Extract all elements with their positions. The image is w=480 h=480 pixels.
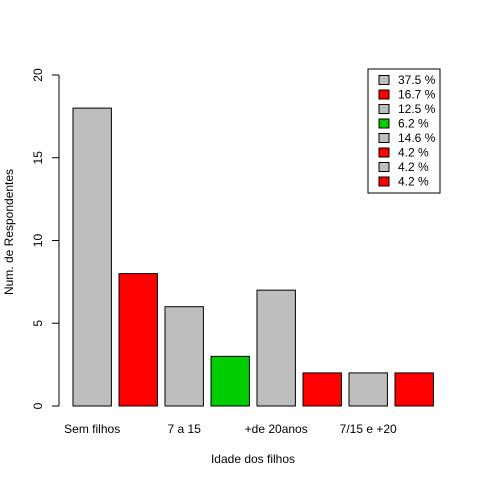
- legend-swatch: [378, 162, 390, 172]
- legend-swatch: [378, 104, 390, 114]
- bar-5: [256, 289, 296, 407]
- bar-1: [72, 107, 112, 407]
- legend-label: 6.2 %: [398, 117, 429, 131]
- legend-swatch: [378, 176, 390, 187]
- bar-6: [302, 372, 342, 407]
- bar-2: [118, 273, 158, 407]
- legend-label: 4.2 %: [398, 160, 429, 174]
- x-axis-label: Idade dos filhos: [211, 452, 295, 466]
- x-tick-label: 7/15 e +20: [340, 422, 397, 436]
- legend-label: 37.5 %: [398, 73, 436, 87]
- bar-7: [348, 372, 388, 407]
- legend: 37.5 %16.7 %12.5 %6.2 %14.6 %4.2 %4.2 %4…: [367, 68, 441, 194]
- x-tick-labels: Sem filhos 7 a 15 +de 20anos 7/15 e +20: [64, 422, 397, 436]
- bar-3: [164, 306, 204, 407]
- y-tick-label: 10: [31, 234, 45, 248]
- legend-label: 4.2 %: [398, 146, 429, 160]
- legend-label: 12.5 %: [398, 102, 436, 116]
- bar-4: [210, 355, 250, 407]
- bar-8: [394, 372, 434, 407]
- y-axis-label: Num. de Respondentes: [2, 169, 16, 295]
- legend-swatch: [378, 133, 390, 143]
- y-tick-label: 5: [31, 320, 45, 327]
- x-tick-label: Sem filhos: [64, 422, 120, 436]
- legend-swatch: [378, 89, 390, 100]
- legend-swatch: [378, 75, 390, 85]
- legend-label: 14.6 %: [398, 131, 436, 145]
- legend-label: 16.7 %: [398, 88, 436, 102]
- y-tick-label: 0: [31, 402, 45, 409]
- legend-label: 4.2 %: [398, 175, 429, 189]
- y-tick-label: 20: [31, 68, 45, 82]
- x-tick-label: 7 a 15: [168, 422, 202, 436]
- bars: [72, 107, 434, 407]
- y-axis: 0 5 10 15 20: [31, 68, 60, 409]
- x-tick-label: +de 20anos: [245, 422, 308, 436]
- legend-swatch: [378, 118, 390, 129]
- y-tick-label: 15: [31, 151, 45, 165]
- legend-swatch: [378, 147, 390, 158]
